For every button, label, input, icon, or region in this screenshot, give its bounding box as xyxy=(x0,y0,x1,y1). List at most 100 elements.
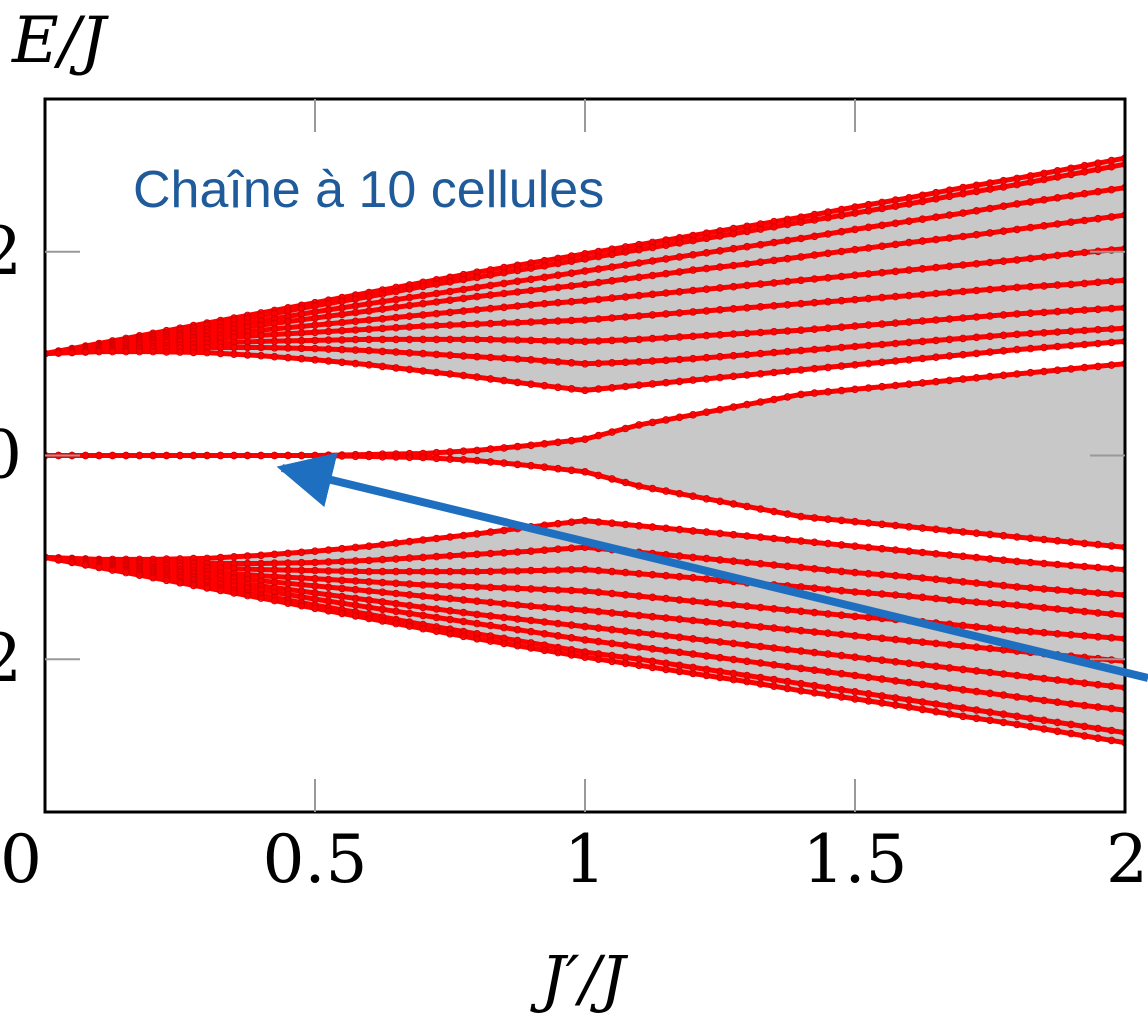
series-14-point xyxy=(635,592,643,600)
series-12-point xyxy=(419,553,427,562)
series-2-point xyxy=(1121,183,1125,192)
series-19-point xyxy=(95,563,103,572)
series-9-point xyxy=(959,375,967,383)
series-7-point xyxy=(392,348,400,356)
series-5-point xyxy=(1040,282,1048,290)
series-12-point xyxy=(729,557,738,566)
series-1-point xyxy=(729,229,738,238)
series-12-point xyxy=(918,574,927,582)
series-19-point xyxy=(891,701,900,709)
series-3-point xyxy=(635,273,643,282)
series-12-point xyxy=(689,553,697,562)
series-4-point xyxy=(945,262,954,271)
series-8-point xyxy=(945,352,954,360)
series-6-point xyxy=(554,337,562,345)
series-19-point xyxy=(203,584,211,592)
series-17-point xyxy=(905,678,913,687)
series-10-point xyxy=(891,521,900,530)
series-15-point xyxy=(554,604,562,613)
series-3-point xyxy=(675,268,684,276)
series-16-point xyxy=(945,664,954,672)
series-14-point xyxy=(770,604,778,613)
series-4-point xyxy=(729,282,738,291)
series-2-point xyxy=(446,287,454,296)
series-11-point xyxy=(945,551,954,559)
series-12-point xyxy=(878,570,886,579)
series-7-point xyxy=(932,336,940,345)
series-3-point xyxy=(1080,216,1089,225)
series-13-point xyxy=(1107,610,1116,618)
series-4-point xyxy=(662,289,670,297)
series-1-point xyxy=(851,209,859,217)
series-11-point xyxy=(1026,558,1035,567)
series-14-point xyxy=(662,594,670,603)
series-15-point xyxy=(446,594,454,603)
series-12-point xyxy=(756,559,765,568)
series-2-point xyxy=(891,219,900,228)
series-8-point xyxy=(311,355,319,364)
series-8-point xyxy=(176,348,184,356)
series-16-point xyxy=(540,618,549,626)
x-tick-label: 1 xyxy=(564,821,606,898)
series-line-11 xyxy=(45,518,1125,573)
series-2-point xyxy=(513,277,522,286)
series-17-point xyxy=(729,655,738,664)
series-9-point xyxy=(716,405,724,414)
series-8-point xyxy=(986,348,994,356)
series-16-point xyxy=(783,645,792,654)
series-11-point xyxy=(689,527,697,535)
series-1-point xyxy=(662,241,670,250)
series-2-point xyxy=(648,257,657,265)
series-11-point xyxy=(675,525,684,534)
series-4-point xyxy=(851,271,859,280)
series-line-8 xyxy=(45,338,1125,393)
series-8-point xyxy=(567,384,576,393)
series-19-point xyxy=(1053,727,1062,736)
series-17-point xyxy=(446,615,454,624)
series-14-point xyxy=(419,581,427,589)
series-6-point xyxy=(972,313,981,321)
series-12-point xyxy=(716,556,724,564)
series-10-point xyxy=(662,487,670,495)
series-14-point xyxy=(716,599,724,608)
series-7-point xyxy=(878,340,886,349)
series-13-point xyxy=(1080,607,1089,616)
series-12-point xyxy=(1080,588,1089,596)
series-3-point xyxy=(351,308,360,317)
series-4-point xyxy=(675,287,684,296)
series-4-point xyxy=(797,276,805,285)
series-8-point xyxy=(770,368,778,377)
series-8-point xyxy=(122,347,130,356)
series-17-point xyxy=(837,669,846,678)
series-15-point xyxy=(662,614,670,622)
series-11-point xyxy=(554,519,562,528)
series-19-point xyxy=(149,573,157,582)
series-1-point xyxy=(648,243,657,252)
series-13-point xyxy=(1067,606,1075,615)
series-2-point xyxy=(1040,196,1048,204)
series-11-point xyxy=(1053,560,1062,569)
series-4-point xyxy=(878,268,886,277)
series-9-point xyxy=(1121,360,1125,368)
series-8-point xyxy=(95,347,103,356)
series-13-point xyxy=(621,568,630,577)
series-1-point xyxy=(513,266,522,275)
series-2-point xyxy=(567,269,576,278)
series-14-point xyxy=(756,603,765,612)
series-19-point xyxy=(864,697,873,705)
y-axis-label: E/J xyxy=(11,4,109,78)
series-7-point xyxy=(324,345,333,353)
series-7-point xyxy=(621,358,630,367)
series-16-point xyxy=(419,603,427,612)
series-6-point xyxy=(864,321,873,329)
series-7-point xyxy=(716,352,724,361)
series-7-point xyxy=(702,353,711,362)
series-1-point xyxy=(486,271,495,279)
series-2-point xyxy=(486,281,495,290)
series-12-point xyxy=(743,558,751,567)
series-3-point xyxy=(810,251,819,259)
series-3-point xyxy=(581,280,589,289)
series-15-point xyxy=(783,625,792,634)
series-1-point xyxy=(446,277,454,286)
series-19-point xyxy=(513,641,522,650)
